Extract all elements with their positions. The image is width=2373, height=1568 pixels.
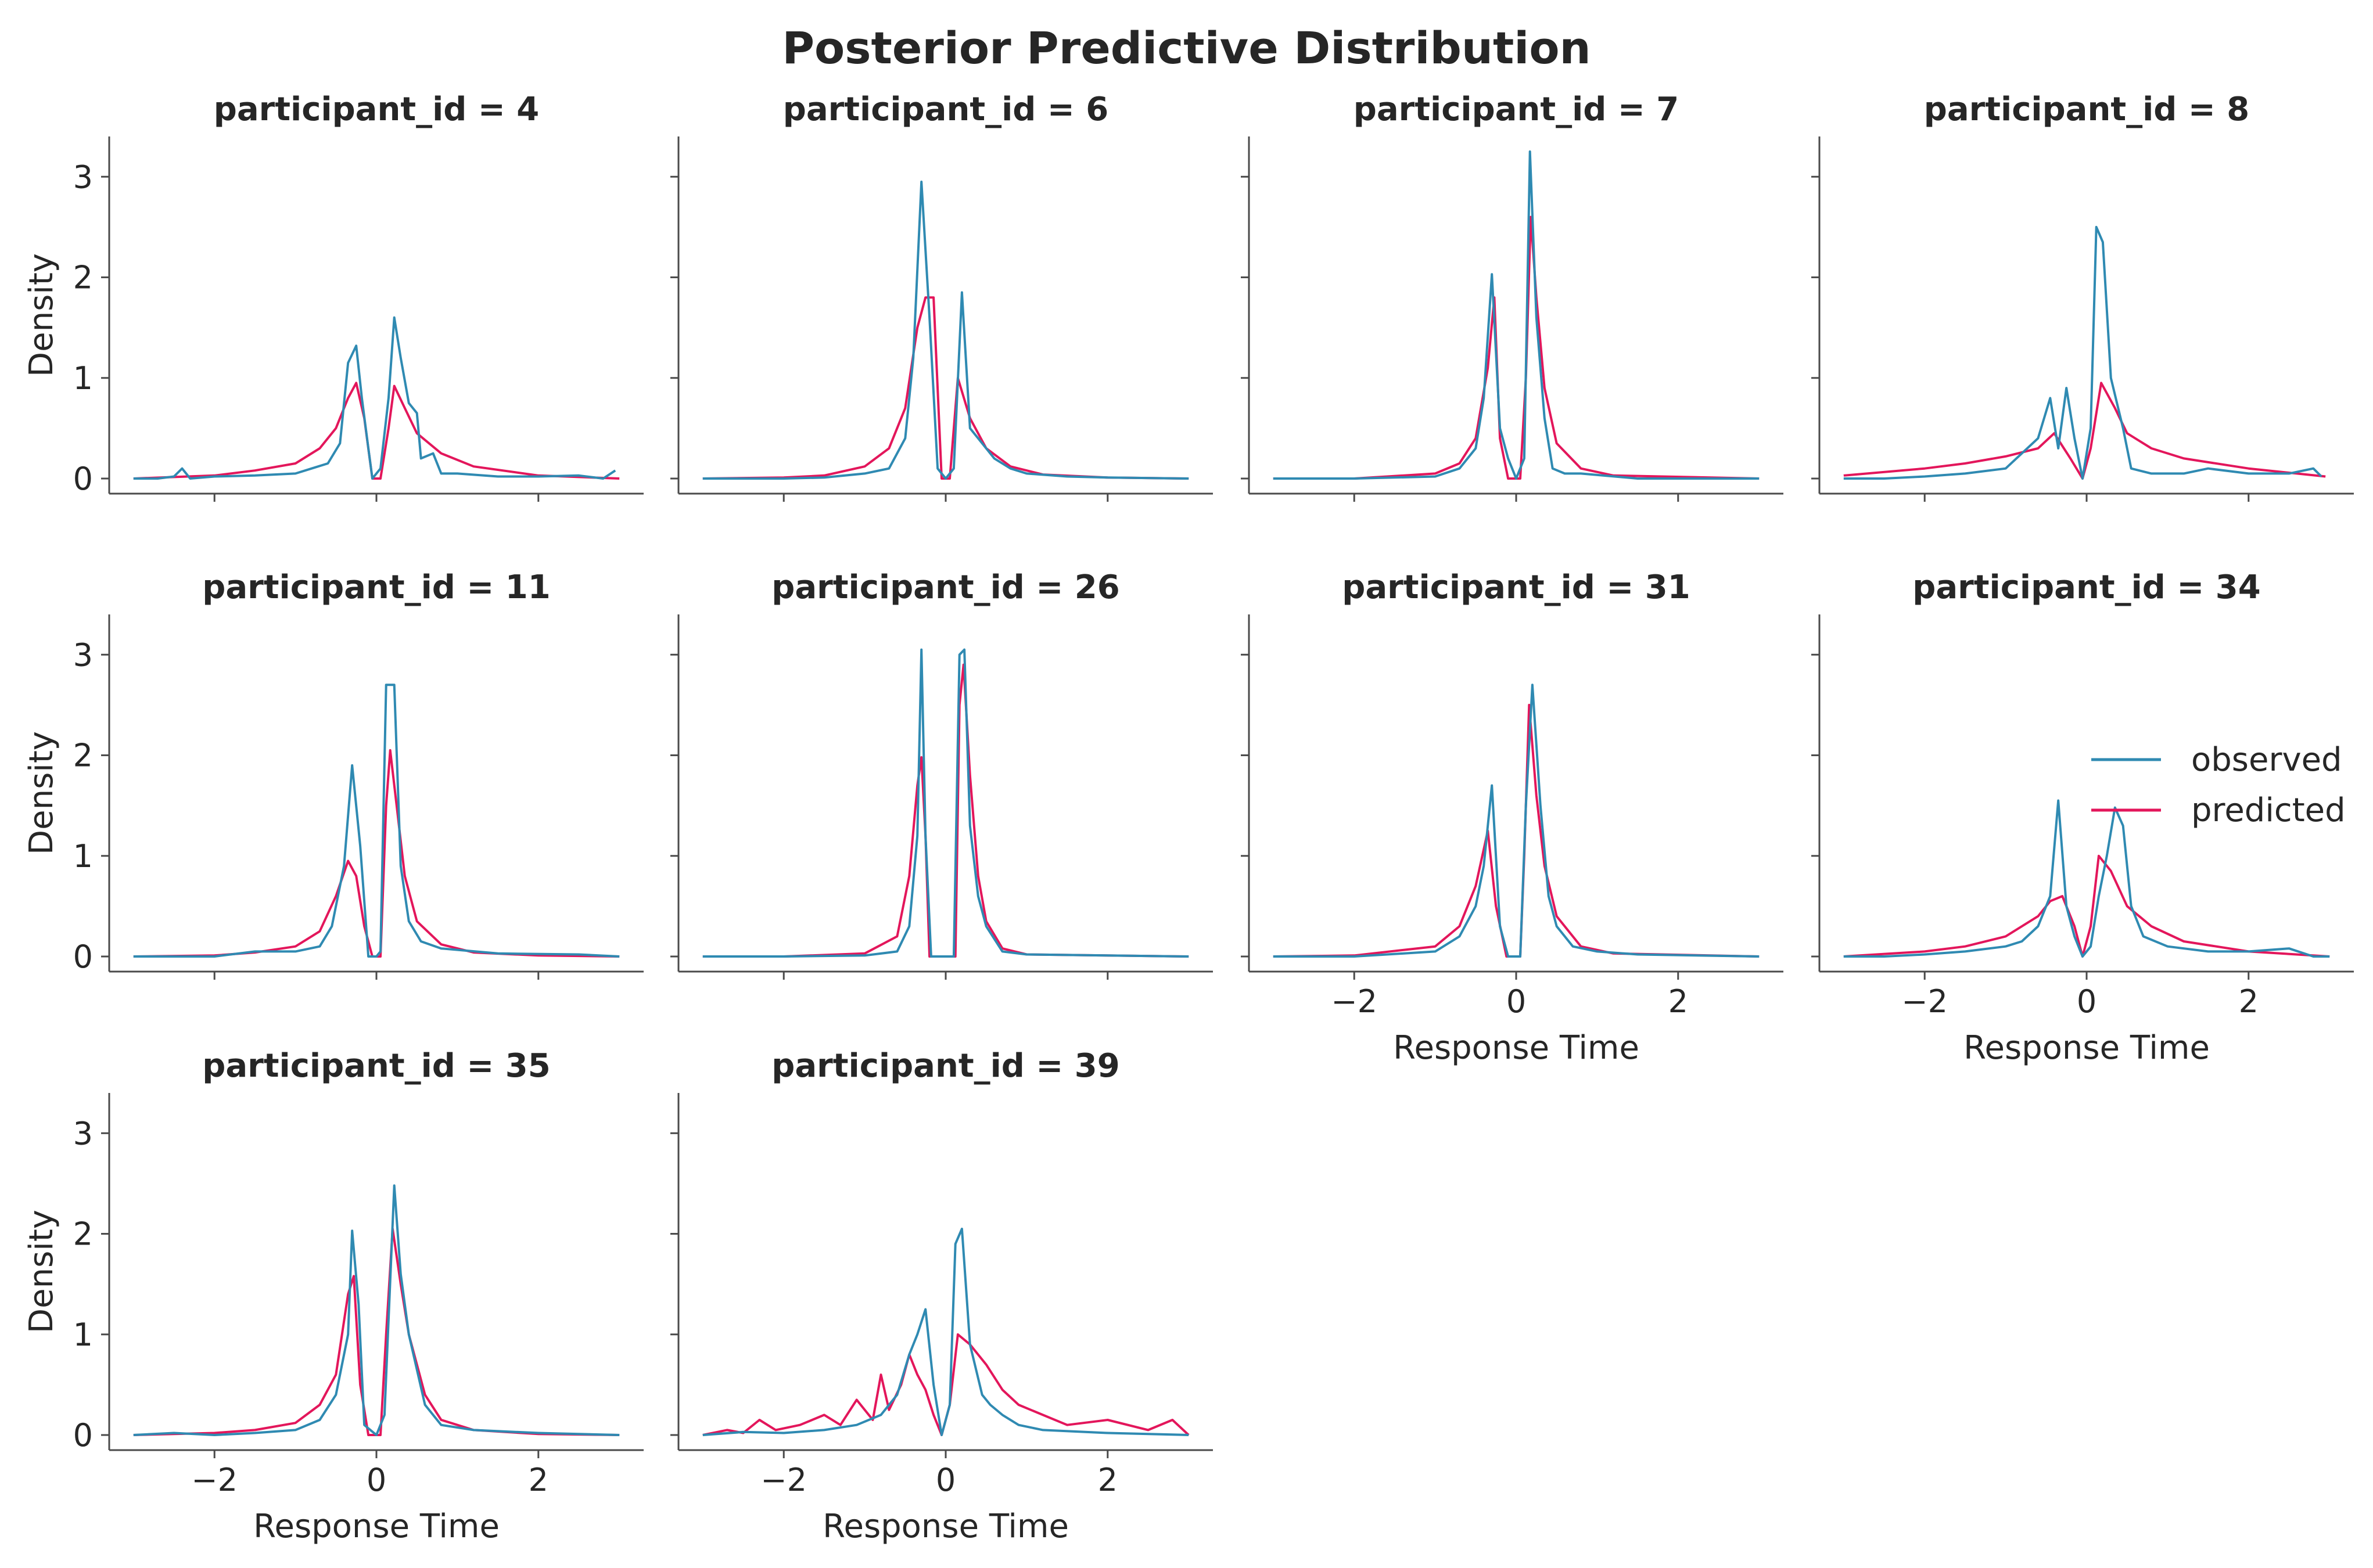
x-tick-label: 2 <box>1098 1462 1118 1498</box>
y-tick-label: 1 <box>73 838 93 875</box>
predicted-line <box>1843 382 2326 480</box>
predicted-line <box>1843 854 2330 958</box>
predicted-line <box>133 749 620 958</box>
y-axis-label: Density <box>23 253 60 377</box>
x-tick-label: 2 <box>1668 983 1688 1020</box>
x-tick-label: 0 <box>1506 983 1526 1020</box>
observed-line <box>1273 150 1760 480</box>
panel-title: participant_id = 34 <box>1912 569 2260 606</box>
observed-line <box>702 648 1189 958</box>
predicted-line <box>1273 703 1760 958</box>
panel-title: participant_id = 26 <box>771 569 1119 606</box>
x-tick-label: −2 <box>760 1462 807 1498</box>
y-tick-label: 2 <box>73 1216 93 1253</box>
x-axis-label: Response Time <box>1963 1029 2210 1067</box>
panel-title: participant_id = 8 <box>1924 91 2250 128</box>
observed-line <box>1843 225 2322 480</box>
panel-title: participant_id = 35 <box>202 1047 550 1085</box>
predicted-line <box>702 663 1189 958</box>
observed-line <box>133 1184 620 1436</box>
x-tick-label: 0 <box>2077 983 2096 1020</box>
panel-title: participant_id = 7 <box>1354 91 1679 128</box>
x-tick-label: −2 <box>1331 983 1377 1020</box>
legend-observed-label: observed <box>2191 741 2342 779</box>
x-tick-label: 2 <box>2239 983 2259 1020</box>
y-tick-label: 2 <box>73 738 93 774</box>
y-axis-label: Density <box>23 1210 60 1333</box>
observed-line <box>702 181 1189 480</box>
figure-title: Posterior Predictive Distribution <box>782 22 1591 74</box>
y-tick-label: 0 <box>73 938 93 975</box>
predicted-line <box>1273 215 1760 480</box>
y-tick-label: 0 <box>73 1417 93 1454</box>
predicted-line <box>133 382 620 480</box>
x-axis-label: Response Time <box>253 1508 500 1545</box>
y-tick-label: 1 <box>73 360 93 397</box>
x-tick-label: −2 <box>1901 983 1948 1020</box>
predicted-line <box>702 296 1189 480</box>
y-tick-label: 3 <box>73 1115 93 1152</box>
y-tick-label: 0 <box>73 461 93 497</box>
y-tick-label: 3 <box>73 159 93 195</box>
x-tick-label: 0 <box>936 1462 956 1498</box>
observed-line <box>133 316 616 480</box>
legend-predicted-label: predicted <box>2191 792 2346 829</box>
predicted-line <box>702 1333 1190 1436</box>
panel-title: participant_id = 6 <box>783 91 1109 128</box>
x-tick-label: 2 <box>529 1462 548 1498</box>
observed-line <box>1273 684 1760 958</box>
predicted-line <box>133 1227 620 1436</box>
x-tick-label: 0 <box>367 1462 386 1498</box>
y-tick-label: 2 <box>73 260 93 296</box>
panel-title: participant_id = 39 <box>771 1047 1119 1085</box>
panel-title: participant_id = 31 <box>1342 569 1690 606</box>
panel-title: participant_id = 4 <box>214 91 540 128</box>
x-axis-label: Response Time <box>1393 1029 1639 1067</box>
y-tick-label: 3 <box>73 636 93 673</box>
observed-line <box>702 1227 1189 1436</box>
observed-line <box>133 684 620 958</box>
x-tick-label: −2 <box>191 1462 238 1498</box>
y-tick-label: 1 <box>73 1317 93 1353</box>
x-axis-label: Response Time <box>823 1508 1069 1545</box>
observed-line <box>1843 799 2330 958</box>
y-axis-label: Density <box>23 731 60 855</box>
panel-title: participant_id = 11 <box>202 569 550 606</box>
